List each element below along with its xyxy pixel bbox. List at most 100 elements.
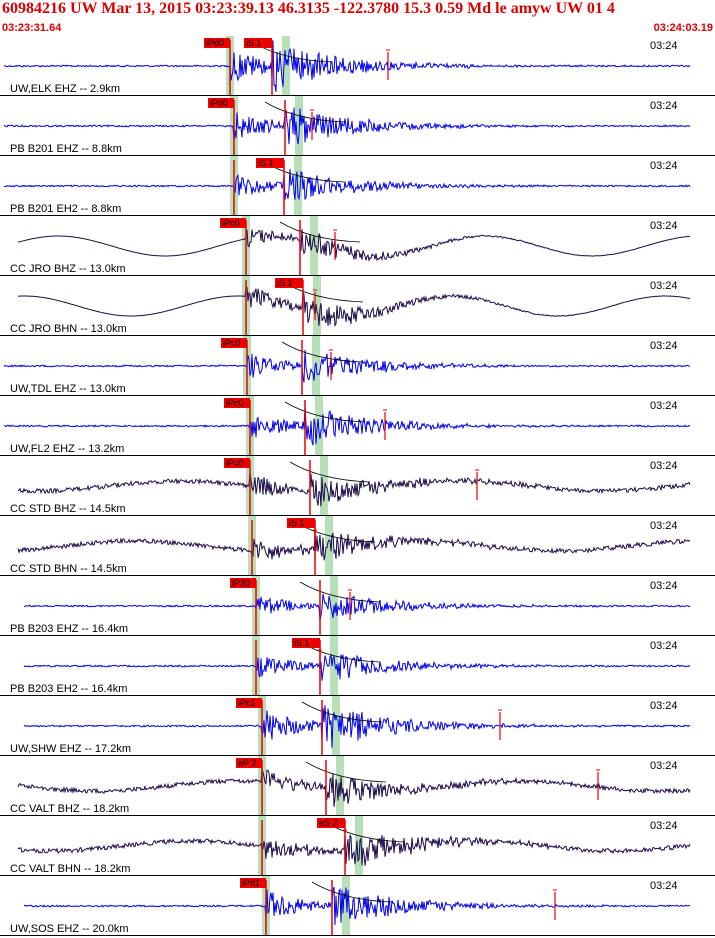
coda-curve bbox=[301, 701, 383, 723]
trace-row[interactable]: iPc1 UW,SHW EHZ -- 17.2km 03:24 bbox=[0, 698, 715, 756]
s-pick-band bbox=[320, 456, 328, 516]
row-time-label: 03:24 bbox=[650, 640, 678, 652]
waveform bbox=[3, 40, 691, 92]
row-time-label: 03:24 bbox=[650, 820, 678, 832]
coda-curve bbox=[281, 341, 363, 363]
s-pick-tag bbox=[244, 38, 272, 48]
waveform bbox=[17, 769, 691, 807]
p-pick-tag bbox=[208, 98, 234, 108]
coda-curve bbox=[289, 461, 371, 483]
seismogram-header: 60984216 UW Mar 13, 2015 03:23:39.13 46.… bbox=[0, 0, 715, 36]
row-time-label: 03:24 bbox=[650, 880, 678, 892]
waveform bbox=[17, 834, 691, 866]
trace-row[interactable]: iPc0 CC JRO BHZ -- 13.0km 03:24 bbox=[0, 218, 715, 276]
s-pick-label: iS 1 bbox=[294, 638, 310, 648]
station-label: CC STD BHZ -- 14.5km bbox=[10, 503, 126, 515]
trace-row[interactable]: iS 1 PB B201 EH2 -- 8.8km 03:24 bbox=[0, 158, 715, 216]
p-pick-label: iPd0 bbox=[210, 98, 228, 108]
station-label: UW,FL2 EHZ -- 13.2km bbox=[10, 443, 124, 455]
waveform bbox=[23, 705, 691, 748]
trace-row[interactable]: iP30 PB B203 EHZ -- 16.4km 03:24 bbox=[0, 578, 715, 636]
s-pick-tag bbox=[317, 818, 345, 828]
p-pick-label: iPc0 bbox=[222, 218, 240, 228]
s-pick-tag bbox=[292, 638, 320, 648]
trace-row[interactable]: iS 1 CC STD BHN -- 14.5km 03:24 bbox=[0, 518, 715, 576]
waveform bbox=[23, 593, 691, 621]
window-start-time: 03:23:31.64 bbox=[2, 22, 62, 34]
station-label: CC JRO BHN -- 13.0km bbox=[10, 323, 127, 335]
trace-row[interactable]: iPd0 PB B201 EHZ -- 8.8km 03:24 bbox=[0, 98, 715, 156]
s-pick-label: iS 1 bbox=[289, 518, 305, 528]
trace-row[interactable]: iPc0 UW,TDL EHZ -- 13.0km 03:24 bbox=[0, 338, 715, 396]
p-pick-label: iPd0 bbox=[206, 38, 224, 48]
waveform bbox=[3, 168, 691, 201]
row-time-label: 03:24 bbox=[650, 760, 678, 772]
trace-row[interactable]: iPc0 CC STD BHZ -- 14.5km 03:24 bbox=[0, 458, 715, 516]
p-pick-tag bbox=[224, 398, 250, 408]
waveform bbox=[17, 286, 691, 327]
waveform bbox=[3, 406, 691, 446]
row-time-label: 03:24 bbox=[650, 220, 678, 232]
p-pick-label: iPc0 bbox=[226, 398, 244, 408]
s-pick-band bbox=[342, 876, 350, 936]
row-time-label: 03:24 bbox=[650, 160, 678, 172]
row-time-label: 03:24 bbox=[650, 460, 678, 472]
p-pick-tag bbox=[236, 698, 262, 708]
waveform bbox=[17, 472, 691, 507]
station-label: CC STD BHN -- 14.5km bbox=[10, 563, 127, 575]
p-pick-tag bbox=[221, 338, 247, 348]
s-pick-band bbox=[282, 36, 290, 96]
row-time-label: 03:24 bbox=[650, 580, 678, 592]
station-label: PB B203 EHZ -- 16.4km bbox=[10, 623, 128, 635]
p-pick-label: iPc1 bbox=[238, 698, 256, 708]
p-pick-label: iPc0 bbox=[223, 338, 241, 348]
p-pick-label: iPc0 bbox=[226, 458, 244, 468]
s-pick-label: iS 1 bbox=[277, 278, 293, 288]
trace-row[interactable]: iPd1 UW,SOS EHZ -- 20.0km 03:24 bbox=[0, 878, 715, 936]
s-pick-label: iS 1 bbox=[258, 158, 274, 168]
p-pick-tag bbox=[240, 878, 266, 888]
s-pick-tag bbox=[256, 158, 284, 168]
p-pick-tag bbox=[224, 458, 250, 468]
coda-curve bbox=[279, 221, 361, 243]
row-time-label: 03:24 bbox=[650, 340, 678, 352]
station-label: CC VALT BHZ -- 18.2km bbox=[10, 803, 129, 815]
station-label: UW,SHW EHZ -- 17.2km bbox=[10, 743, 131, 755]
coda-curve bbox=[311, 881, 393, 903]
s-pick-band bbox=[332, 696, 340, 756]
station-label: UW,SOS EHZ -- 20.0km bbox=[10, 923, 129, 935]
trace-row[interactable]: iS 1 CC JRO BHN -- 13.0km 03:24 bbox=[0, 278, 715, 336]
row-time-label: 03:24 bbox=[650, 700, 678, 712]
s-pick-band bbox=[325, 516, 333, 576]
coda-curve bbox=[299, 581, 381, 603]
trace-row[interactable]: iPd0 iS 1 UW,ELK EHZ -- 2.9km 03:24 bbox=[0, 38, 715, 96]
trace-row[interactable]: eS 2 CC VALT BHN -- 18.2km 03:24 bbox=[0, 818, 715, 876]
s-pick-label: eS 2 bbox=[319, 818, 338, 828]
row-time-label: 03:24 bbox=[650, 520, 678, 532]
trace-row[interactable]: eP 2 CC VALT BHZ -- 18.2km 03:24 bbox=[0, 758, 715, 816]
p-pick-tag bbox=[204, 38, 230, 48]
s-pick-label: iS 1 bbox=[246, 38, 262, 48]
coda-curve bbox=[305, 761, 387, 783]
p-pick-label: iP30 bbox=[232, 578, 250, 588]
waveform bbox=[3, 349, 691, 383]
s-pick-band bbox=[330, 636, 338, 696]
station-label: PB B203 EH2 -- 16.4km bbox=[10, 683, 127, 695]
row-time-label: 03:24 bbox=[650, 280, 678, 292]
station-label: UW,ELK EHZ -- 2.9km bbox=[10, 83, 120, 95]
trace-row[interactable]: iPc0 UW,FL2 EHZ -- 13.2km 03:24 bbox=[0, 398, 715, 456]
station-label: CC VALT BHN -- 18.2km bbox=[10, 863, 130, 875]
trace-row[interactable]: iS 1 PB B203 EH2 -- 16.4km 03:24 bbox=[0, 638, 715, 696]
s-pick-band bbox=[336, 756, 344, 816]
window-end-time: 03:24:03.19 bbox=[653, 22, 713, 34]
waveform bbox=[23, 653, 691, 681]
s-pick-band bbox=[355, 816, 363, 876]
waveform bbox=[3, 107, 691, 145]
waveform bbox=[23, 886, 691, 926]
row-time-label: 03:24 bbox=[650, 400, 678, 412]
coda-curve bbox=[264, 101, 346, 123]
seismogram-panel[interactable]: iPd0 iS 1 UW,ELK EHZ -- 2.9km 03:24 iPd0 PB B… bbox=[0, 36, 715, 938]
p-pick-label: eP 2 bbox=[238, 758, 256, 768]
station-label: PB B201 EH2 -- 8.8km bbox=[10, 203, 121, 215]
s-pick-tag bbox=[275, 278, 303, 288]
